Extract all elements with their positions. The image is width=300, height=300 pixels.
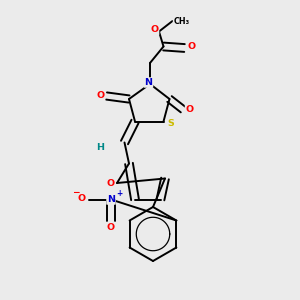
Text: N: N bbox=[107, 195, 115, 204]
Text: O: O bbox=[96, 92, 105, 100]
Text: O: O bbox=[107, 223, 115, 232]
Text: O: O bbox=[185, 105, 194, 114]
Text: H: H bbox=[97, 142, 104, 152]
Text: −: − bbox=[72, 188, 80, 197]
Text: S: S bbox=[168, 118, 174, 127]
Text: O: O bbox=[77, 194, 86, 203]
Text: O: O bbox=[187, 42, 195, 51]
Text: CH₃: CH₃ bbox=[173, 16, 190, 26]
Text: O: O bbox=[106, 178, 115, 188]
Text: N: N bbox=[145, 78, 152, 87]
Text: +: + bbox=[116, 189, 122, 198]
Text: O: O bbox=[150, 26, 159, 34]
